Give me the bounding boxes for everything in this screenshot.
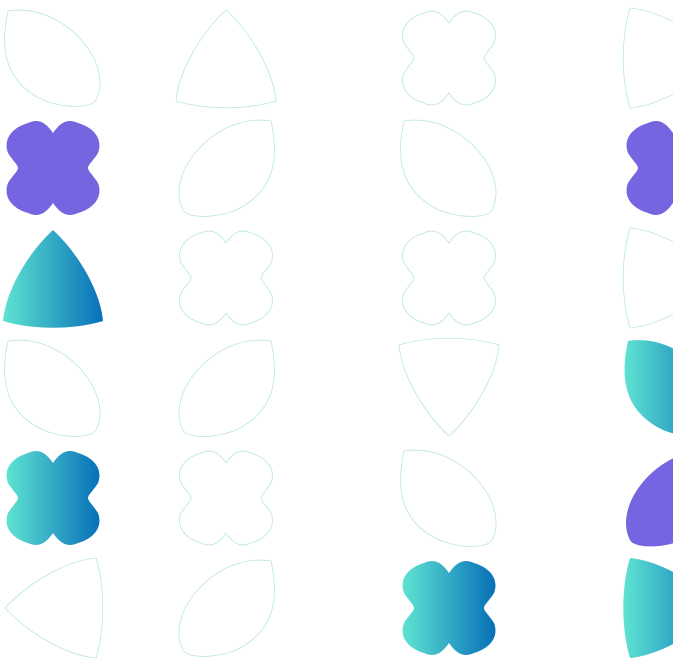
tri-down-shape (176, 10, 276, 108)
leaf-left-shape (179, 560, 274, 656)
flower-shape (180, 231, 273, 325)
flower-shape (7, 121, 100, 215)
leaf-left-shape (626, 450, 673, 546)
flower-shape (180, 451, 273, 545)
tri-right-shape (623, 558, 673, 658)
flower-shape (7, 451, 100, 545)
tri-right-shape (623, 8, 673, 108)
tri-down-shape (3, 230, 103, 328)
flower-shape (627, 121, 673, 215)
flower-shape (403, 11, 496, 105)
tri-up-shape (399, 338, 499, 436)
flower-shape (403, 561, 496, 655)
leaf-right-shape (5, 10, 100, 106)
tri-right-shape (623, 228, 673, 328)
leaf-right-shape (401, 120, 496, 216)
tri-left-shape (5, 558, 103, 658)
leaf-right-shape (401, 450, 496, 546)
leaf-left-shape (179, 340, 274, 436)
leaf-right-shape (625, 340, 673, 436)
flower-shape (403, 231, 496, 325)
leaf-left-shape (179, 120, 274, 216)
leaf-right-shape (5, 340, 100, 436)
